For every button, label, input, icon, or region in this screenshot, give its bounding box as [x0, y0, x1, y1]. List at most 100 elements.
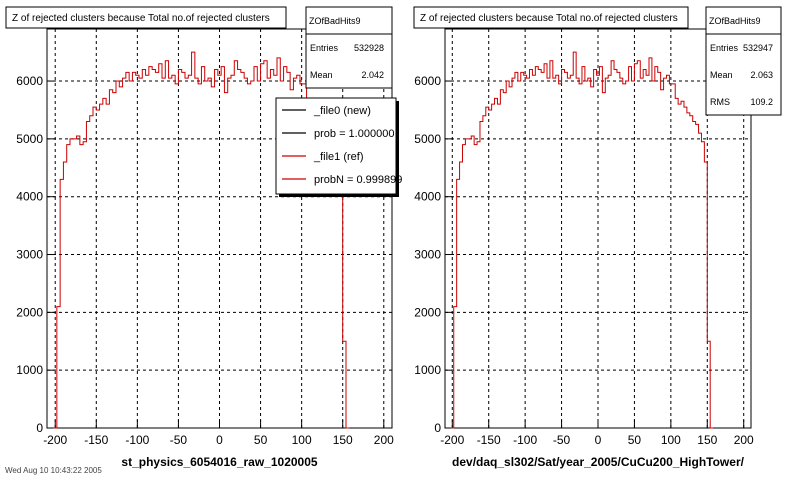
histogram-bin [228, 78, 231, 428]
histogram-bin [172, 75, 175, 428]
stats-value: 2.042 [361, 70, 384, 80]
histogram-bin [591, 87, 594, 428]
histogram-bin [634, 64, 637, 428]
histogram-bin [96, 110, 99, 428]
histogram-bin [483, 116, 486, 428]
stats-box [305, 6, 393, 89]
histogram-bin [701, 142, 704, 428]
y-tick-label: 6000 [414, 74, 441, 88]
histogram-bin [579, 84, 582, 428]
chart-title: Z of rejected clusters because Total no.… [420, 13, 678, 24]
histogram-bin [244, 78, 247, 428]
histogram-bin [188, 75, 191, 428]
histogram-panel-2: -200 -150 -100 -50 0 50 100 150 2000100020003000… [413, 6, 782, 469]
histogram-bin [224, 93, 227, 428]
histogram-bin [535, 67, 538, 428]
histogram-bin [515, 72, 518, 428]
y-tick-label: 5000 [414, 132, 441, 146]
stats-label: Entries [710, 43, 739, 53]
x-tick-label: -50 [170, 433, 188, 447]
stats-value: 532928 [354, 43, 384, 53]
histogram-bin [544, 64, 547, 428]
histogram-bin [497, 104, 500, 428]
histogram-bin [693, 122, 696, 428]
histogram-bin [477, 142, 480, 428]
x-tick-label: 50 [628, 433, 642, 447]
histogram-bin [251, 81, 254, 428]
histogram-bin [486, 107, 489, 428]
histogram-bin [185, 78, 188, 428]
stats-box [705, 6, 782, 116]
histogram-bin [136, 75, 139, 428]
y-tick-label: 1000 [414, 363, 441, 377]
histogram-bin [195, 78, 198, 428]
histogram-bin [532, 75, 535, 428]
histogram-bin [211, 87, 214, 428]
histogram-bin [699, 133, 702, 428]
legend-entry: prob = 1.000000 [314, 128, 394, 140]
histogram-bin [509, 87, 512, 428]
stats-label: Entries [310, 43, 339, 53]
x-tick-label: -150 [84, 433, 108, 447]
histogram-bin [518, 81, 521, 428]
histogram-bin [632, 81, 635, 428]
stats-label: Mean [310, 70, 333, 80]
x-tick-label: 100 [292, 433, 312, 447]
histogram-bin [550, 61, 553, 428]
histogram-bin [681, 101, 684, 428]
histogram-bin [119, 87, 122, 428]
histogram-bin [567, 78, 570, 428]
histogram-bin [205, 81, 208, 428]
x-tick-label: 0 [595, 433, 602, 447]
stats-value: 2.063 [750, 70, 773, 80]
histogram-bin [570, 75, 573, 428]
histogram-bin [339, 162, 342, 428]
y-tick-label: 0 [36, 421, 43, 435]
histogram-bin [238, 69, 241, 428]
histogram-bin [234, 61, 237, 428]
x-tick-label: -100 [513, 433, 537, 447]
histogram-bin [489, 110, 492, 428]
histogram-bin [90, 116, 93, 428]
histogram-bin [57, 307, 60, 428]
histogram-bin [106, 104, 109, 428]
legend-frame [275, 97, 397, 195]
histogram-bin [247, 84, 250, 428]
histogram-bin [521, 72, 524, 428]
histogram-bin [556, 75, 559, 428]
histogram-bin [132, 72, 135, 428]
histogram-bin [547, 78, 550, 428]
histogram-bin [80, 145, 83, 428]
histogram-bin [70, 139, 73, 428]
histogram-bin [527, 78, 530, 428]
x-tick-label: 150 [697, 433, 717, 447]
y-tick-label: 0 [434, 421, 441, 435]
histogram-bin [149, 67, 152, 428]
histogram-bin [664, 78, 667, 428]
histogram-bin [626, 81, 629, 428]
histogram-bin [73, 139, 76, 428]
histogram-bin [460, 162, 463, 428]
histogram-bin [155, 72, 158, 428]
y-tick-label: 2000 [414, 305, 441, 319]
histogram-bin [649, 58, 652, 428]
histogram-series-line [53, 51, 350, 429]
x-axis-label: st_physics_6054016_raw_1020005 [121, 455, 317, 469]
stats-name: ZOfBadHits9 [709, 16, 761, 26]
histogram-bin [67, 145, 70, 428]
histogram-bin [142, 69, 145, 428]
x-tick-label: 200 [374, 433, 394, 447]
histogram-bin [605, 78, 608, 428]
histogram-bin [576, 78, 579, 428]
histogram-bin [658, 72, 661, 428]
histogram-bin [675, 98, 678, 428]
histogram-bin [221, 67, 224, 428]
histogram-bin [77, 136, 80, 428]
title-box [413, 6, 689, 29]
histogram-bin [678, 104, 681, 428]
histogram-bin [343, 341, 346, 428]
histogram-bin [597, 75, 600, 428]
histogram-bin [462, 145, 465, 428]
histogram-bin [623, 84, 626, 428]
